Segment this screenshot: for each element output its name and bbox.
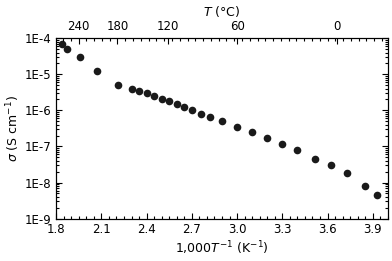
Y-axis label: $\sigma$ (S cm$^{-1}$): $\sigma$ (S cm$^{-1}$) bbox=[4, 95, 22, 162]
X-axis label: 1,000$T^{-1}$ (K$^{-1}$): 1,000$T^{-1}$ (K$^{-1}$) bbox=[175, 239, 269, 257]
X-axis label: $T$ (°C): $T$ (°C) bbox=[203, 4, 241, 19]
